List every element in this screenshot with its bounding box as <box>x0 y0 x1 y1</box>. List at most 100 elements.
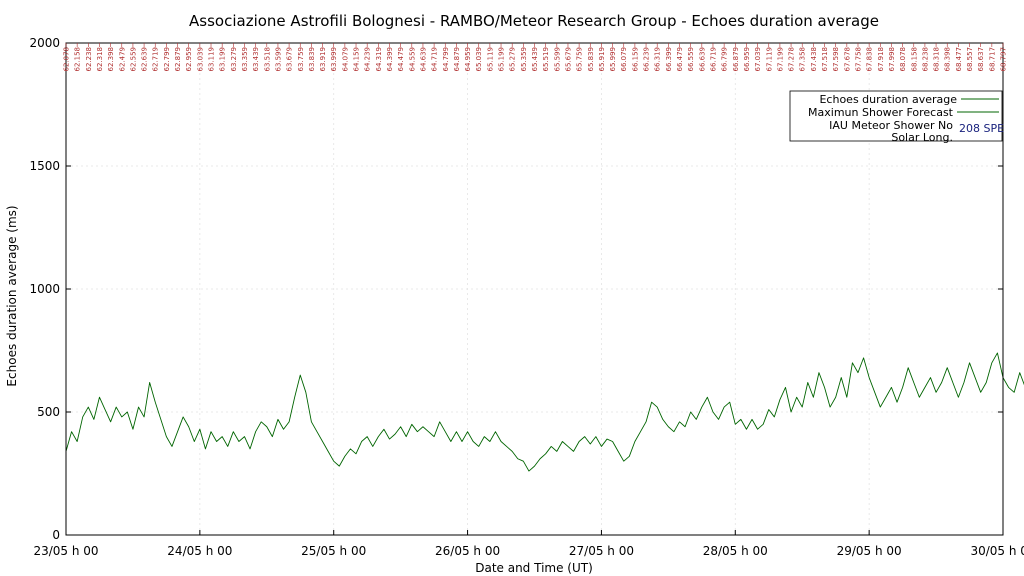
solar-long-label: 66.399 <box>665 47 673 72</box>
legend: Echoes duration average Maximun Shower F… <box>789 90 1004 144</box>
x-tick-label: 25/05 h 00 <box>301 544 366 558</box>
solar-longitude-ticks: 62.078 62.158 62.238 62.318 62.398 62.479 62.5… <box>63 43 1008 72</box>
x-tick-label: 27/05 h 00 <box>569 544 634 558</box>
solar-long-label: 68.557 <box>966 47 974 72</box>
solar-long-label: 63.439 <box>252 47 260 72</box>
solar-long-label: 63.999 <box>330 47 338 72</box>
solar-long-label: 63.039 <box>196 47 204 72</box>
solar-long-label: 62.879 <box>174 47 182 72</box>
legend-entry-echoes: Echoes duration average <box>819 93 957 106</box>
solar-long-label: 62.158 <box>74 47 82 72</box>
solar-long-label: 62.238 <box>85 47 93 72</box>
legend-entry-solar-long: Solar Long. <box>891 131 953 144</box>
solar-long-label: 62.398 <box>107 47 115 72</box>
x-axis-label: Date and Time (UT) <box>475 561 593 575</box>
legend-entry-shower-no: IAU Meteor Shower No <box>829 119 953 132</box>
chart-title: Associazione Astrofili Bolognesi - RAMBO… <box>189 12 879 30</box>
solar-long-label: 66.319 <box>654 47 662 72</box>
y-tick-label: 1500 <box>29 159 60 173</box>
solar-long-label: 65.199 <box>498 47 506 72</box>
solar-long-label: 65.519 <box>542 47 550 72</box>
solar-long-label: 65.919 <box>598 47 606 72</box>
solar-long-label: 66.959 <box>743 47 751 72</box>
solar-long-label: 63.919 <box>319 47 327 72</box>
y-tick-label: 0 <box>52 528 60 542</box>
solar-long-label: 66.159 <box>631 47 639 72</box>
solar-long-label: 68.477 <box>955 47 963 72</box>
y-axis-ticks: 0 500 1000 1500 2000 <box>29 36 1003 542</box>
solar-long-label: 63.279 <box>230 47 238 72</box>
solar-long-label: 63.119 <box>208 47 216 72</box>
grid-layer <box>66 43 1003 535</box>
solar-long-label: 67.758 <box>854 47 862 72</box>
solar-long-label: 65.439 <box>531 47 539 72</box>
solar-long-label: 67.678 <box>843 47 851 72</box>
solar-long-label: 66.079 <box>620 47 628 72</box>
y-tick-label: 1000 <box>29 282 60 296</box>
solar-long-label: 62.959 <box>185 47 193 72</box>
solar-long-label: 67.119 <box>765 47 773 72</box>
solar-long-label: 66.479 <box>676 47 684 72</box>
solar-long-label: 68.078 <box>899 47 907 72</box>
solar-long-label: 63.199 <box>219 47 227 72</box>
solar-long-label: 64.159 <box>353 47 361 72</box>
solar-long-label: 67.039 <box>754 47 762 72</box>
solar-long-label: 66.799 <box>721 47 729 72</box>
solar-long-label: 68.797 <box>1000 47 1008 72</box>
solar-long-label: 65.679 <box>564 47 572 72</box>
legend-entry-forecast: Maximun Shower Forecast <box>808 106 954 119</box>
solar-long-label: 65.359 <box>520 47 528 72</box>
solar-long-label: 63.839 <box>308 47 316 72</box>
solar-long-label: 62.318 <box>96 47 104 72</box>
solar-long-label: 63.359 <box>241 47 249 72</box>
x-tick-label: 26/05 h 00 <box>435 544 500 558</box>
series-layer <box>65 352 1024 472</box>
solar-long-label: 62.479 <box>118 47 126 72</box>
solar-long-label: 65.599 <box>553 47 561 72</box>
solar-long-label: 64.079 <box>341 47 349 72</box>
solar-long-label: 64.319 <box>375 47 383 72</box>
solar-long-label: 67.518 <box>821 47 829 72</box>
solar-long-label: 65.839 <box>587 47 595 72</box>
solar-long-label: 63.759 <box>297 47 305 72</box>
solar-long-label: 68.398 <box>944 47 952 72</box>
y-tick-label: 2000 <box>29 36 60 50</box>
solar-long-label: 65.119 <box>486 47 494 72</box>
solar-long-label: 67.598 <box>832 47 840 72</box>
solar-long-label: 64.719 <box>431 47 439 72</box>
solar-long-label: 67.278 <box>788 47 796 72</box>
solar-long-label: 66.559 <box>687 47 695 72</box>
solar-long-label: 68.637 <box>977 47 985 72</box>
x-tick-label: 28/05 h 00 <box>703 544 768 558</box>
solar-long-label: 62.559 <box>129 47 137 72</box>
solar-long-label: 64.799 <box>442 47 450 72</box>
solar-long-label: 66.239 <box>643 47 651 72</box>
y-tick-label: 500 <box>37 405 60 419</box>
x-tick-label: 29/05 h 00 <box>837 544 902 558</box>
solar-long-label: 62.799 <box>163 47 171 72</box>
solar-long-label: 64.959 <box>464 47 472 72</box>
x-tick-label: 30/05 h 00 <box>970 544 1024 558</box>
solar-long-label: 63.679 <box>286 47 294 72</box>
solar-long-label: 65.279 <box>509 47 517 72</box>
solar-long-label: 65.039 <box>475 47 483 72</box>
solar-long-label: 62.078 <box>63 47 71 72</box>
solar-long-label: 64.559 <box>408 47 416 72</box>
solar-long-label: 66.879 <box>732 47 740 72</box>
solar-long-label: 68.158 <box>910 47 918 72</box>
solar-long-label: 62.639 <box>141 47 149 72</box>
solar-long-label: 63.518 <box>263 47 271 72</box>
solar-long-label: 64.399 <box>386 47 394 72</box>
solar-long-label: 67.358 <box>799 47 807 72</box>
solar-long-label: 68.318 <box>933 47 941 72</box>
solar-long-label: 67.918 <box>877 47 885 72</box>
solar-long-label: 63.599 <box>274 47 282 72</box>
y-axis-label: Echoes duration average (ms) <box>5 205 19 386</box>
solar-long-label: 67.838 <box>866 47 874 72</box>
legend-shower-value: 208 SPE <box>959 122 1004 135</box>
solar-long-label: 65.999 <box>609 47 617 72</box>
solar-long-label: 67.998 <box>888 47 896 72</box>
x-tick-label: 23/05 h 00 <box>33 544 98 558</box>
solar-long-label: 67.199 <box>776 47 784 72</box>
